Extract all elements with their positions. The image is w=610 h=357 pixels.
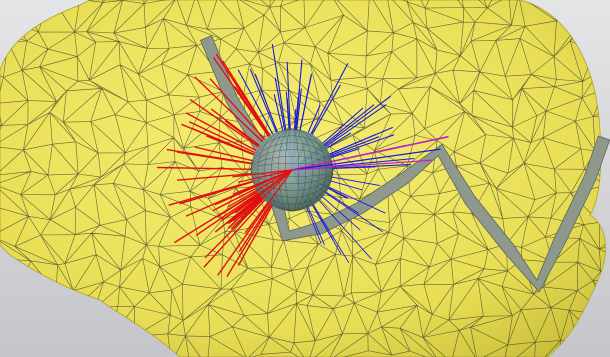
blue-ray: [291, 148, 441, 171]
red-ray: [238, 169, 293, 195]
red-ray: [251, 169, 293, 202]
red-ray: [237, 169, 293, 183]
red-ray: [240, 169, 293, 219]
magenta-ray: [291, 159, 432, 171]
magenta-ray: [291, 135, 449, 171]
sphere-wireframe: [250, 128, 334, 212]
sphere-meridian: [257, 128, 327, 212]
sphere-latitude: [250, 135, 334, 205]
ray-fan-front: [227, 135, 449, 219]
geodesic-path-strip: [199, 35, 610, 293]
red-ray: [232, 169, 293, 178]
red-ray: [227, 169, 293, 208]
red-ray: [261, 169, 293, 213]
